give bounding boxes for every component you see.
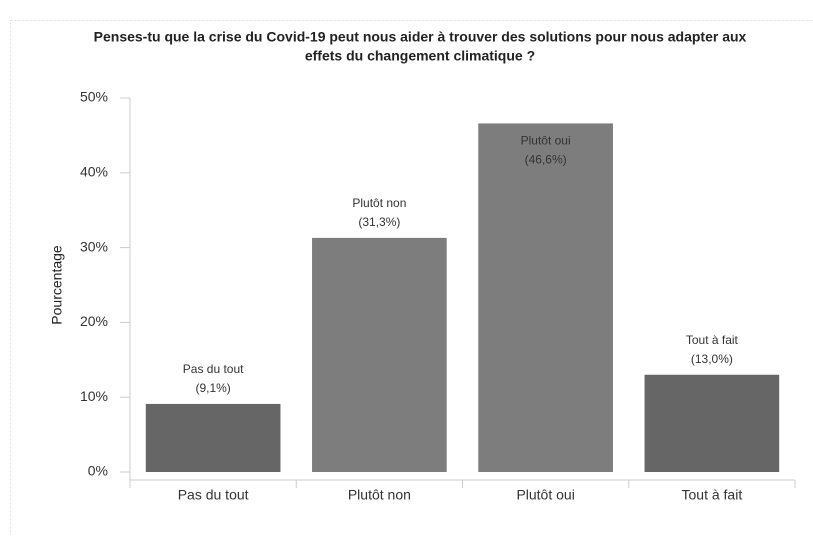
chart-title: Penses-tu que la crise du Covid-19 peut … [94,29,747,45]
data-label-category: Plutôt non [352,196,406,210]
y-tick-label: 50% [80,89,108,105]
data-label-category: Pas du tout [183,362,244,376]
data-label-category: Plutôt oui [521,134,571,148]
x-tick-label: Plutôt non [348,487,411,503]
bar [645,375,780,472]
bar [146,404,281,472]
data-label: (9,1%) [195,381,230,395]
data-label: (31,3%) [358,215,400,229]
y-tick-label: 30% [80,238,108,254]
y-tick-label: 0% [88,463,108,479]
data-label: (13,0%) [691,352,733,366]
y-tick-label: 10% [80,388,108,404]
bar [478,123,613,472]
data-label-category: Tout à fait [686,333,739,347]
bar [312,238,447,472]
x-tick-label: Tout à fait [682,487,743,503]
y-tick-label: 20% [80,313,108,329]
chart-subtitle: effets du changement climatique ? [305,48,535,64]
y-axis-label: Pourcentage [49,245,65,325]
x-tick-label: Pas du tout [178,487,249,503]
x-tick-label: Plutôt oui [516,487,574,503]
data-label: (46,6%) [525,153,567,167]
y-tick-label: 40% [80,164,108,180]
